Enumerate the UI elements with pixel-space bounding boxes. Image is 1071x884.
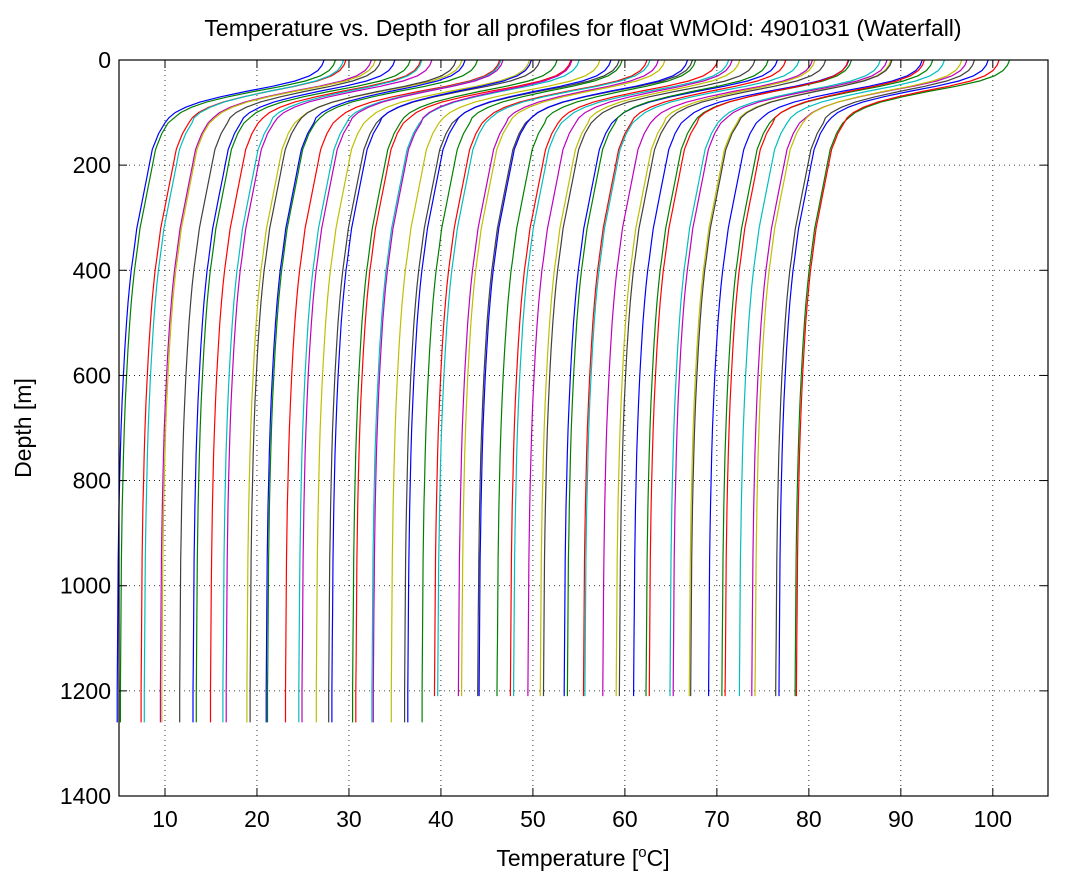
profile-line-38 bbox=[509, 59, 719, 697]
profile-line-46 bbox=[584, 59, 800, 697]
profile-line-45 bbox=[582, 59, 787, 697]
profile-line-62 bbox=[754, 59, 963, 697]
profile-line-24 bbox=[355, 59, 572, 723]
x-axis-label-start: Temperature [ bbox=[496, 845, 639, 871]
x-tick-label: 100 bbox=[974, 806, 1012, 832]
profile-line-18 bbox=[298, 59, 502, 723]
profile-line-57 bbox=[707, 59, 923, 697]
y-tick-label: 1000 bbox=[60, 573, 111, 599]
profile-line-9 bbox=[195, 59, 411, 723]
profile-line-12 bbox=[225, 59, 433, 723]
profile-line-54 bbox=[672, 59, 888, 697]
profile-line-49 bbox=[618, 59, 827, 697]
y-tick-label: 600 bbox=[73, 362, 111, 388]
y-tick-label: 1400 bbox=[60, 783, 111, 809]
profile-line-16 bbox=[266, 59, 479, 723]
y-tick-label: 400 bbox=[73, 257, 111, 283]
profile-line-55 bbox=[688, 59, 892, 697]
profile-line-40 bbox=[527, 59, 733, 697]
plot-frame bbox=[118, 59, 1049, 797]
x-tick-label: 80 bbox=[796, 806, 822, 832]
profile-line-51 bbox=[645, 59, 853, 697]
x-tick-label: 90 bbox=[888, 806, 914, 832]
profile-line-15 bbox=[265, 59, 466, 723]
y-axis-label: Depth [m] bbox=[10, 378, 36, 478]
chart-title: Temperature vs. Depth for all profiles f… bbox=[204, 15, 961, 41]
profile-line-25 bbox=[371, 59, 580, 723]
profile-line-5 bbox=[159, 59, 372, 723]
profile-line-14 bbox=[249, 59, 457, 723]
profile-line-39 bbox=[512, 59, 730, 697]
profile-line-41 bbox=[539, 59, 741, 697]
profile-line-36 bbox=[478, 59, 689, 697]
profile-line-63 bbox=[775, 59, 976, 697]
y-tick-label: 800 bbox=[73, 468, 111, 494]
profile-line-60 bbox=[738, 59, 946, 697]
profile-line-4 bbox=[143, 59, 345, 723]
profile-line-26 bbox=[372, 59, 573, 723]
profile-line-37 bbox=[496, 59, 697, 697]
profile-line-20 bbox=[315, 59, 531, 723]
profile-line-30 bbox=[421, 59, 623, 723]
profile-line-23 bbox=[352, 59, 558, 723]
profile-line-59 bbox=[724, 59, 925, 697]
profile-line-33 bbox=[457, 59, 659, 697]
x-tick-label: 60 bbox=[612, 806, 638, 832]
profile-line-17 bbox=[284, 59, 501, 723]
x-tick-label: 70 bbox=[704, 806, 730, 832]
x-tick-label: 50 bbox=[520, 806, 546, 832]
profile-line-32 bbox=[437, 59, 651, 697]
profile-line-13 bbox=[246, 59, 463, 723]
profile-line-2 bbox=[119, 59, 337, 723]
x-tick-label: 30 bbox=[336, 806, 362, 832]
profile-line-42 bbox=[542, 59, 756, 697]
y-tick-label: 200 bbox=[73, 152, 111, 178]
profile-line-10 bbox=[209, 59, 422, 723]
axis-ticks: 10 20 30 40 50 60 70 80 90 1000200400600800100012… bbox=[60, 47, 1048, 832]
x-tick-label: 40 bbox=[428, 806, 454, 832]
profile-line-48 bbox=[615, 59, 816, 697]
profile-line-52 bbox=[648, 59, 849, 697]
profile-line-22 bbox=[331, 59, 532, 723]
profile-line-31 bbox=[433, 59, 648, 697]
profile-line-61 bbox=[751, 59, 968, 697]
profile-line-1 bbox=[116, 59, 325, 723]
profile-line-64 bbox=[778, 59, 989, 697]
profile-line-27 bbox=[390, 59, 601, 723]
profile-line-65 bbox=[794, 59, 1011, 697]
profile-line-6 bbox=[161, 59, 376, 723]
profile-line-50 bbox=[632, 59, 850, 697]
profile-line-53 bbox=[669, 59, 881, 697]
x-tick-label: 10 bbox=[152, 806, 178, 832]
profile-line-19 bbox=[301, 59, 504, 723]
profile-line-11 bbox=[222, 59, 423, 723]
profile-lines bbox=[116, 59, 1011, 723]
x-axis-label: Temperature [oC] bbox=[496, 844, 669, 871]
profile-line-56 bbox=[690, 59, 893, 697]
x-axis-label-superscript: o bbox=[638, 844, 646, 861]
profile-line-43 bbox=[563, 59, 778, 697]
y-tick-label: 1200 bbox=[60, 678, 111, 704]
profile-line-7 bbox=[179, 59, 382, 723]
profile-line-66 bbox=[795, 59, 1000, 697]
y-tick-label: 0 bbox=[98, 47, 111, 73]
profile-line-34 bbox=[461, 59, 666, 697]
profile-line-8 bbox=[192, 59, 396, 723]
profile-line-29 bbox=[407, 59, 612, 723]
x-tick-label: 20 bbox=[244, 806, 270, 832]
profile-line-21 bbox=[328, 59, 541, 723]
x-axis-label-end: C] bbox=[647, 845, 670, 871]
profile-line-44 bbox=[566, 59, 769, 697]
profile-line-47 bbox=[602, 59, 814, 697]
